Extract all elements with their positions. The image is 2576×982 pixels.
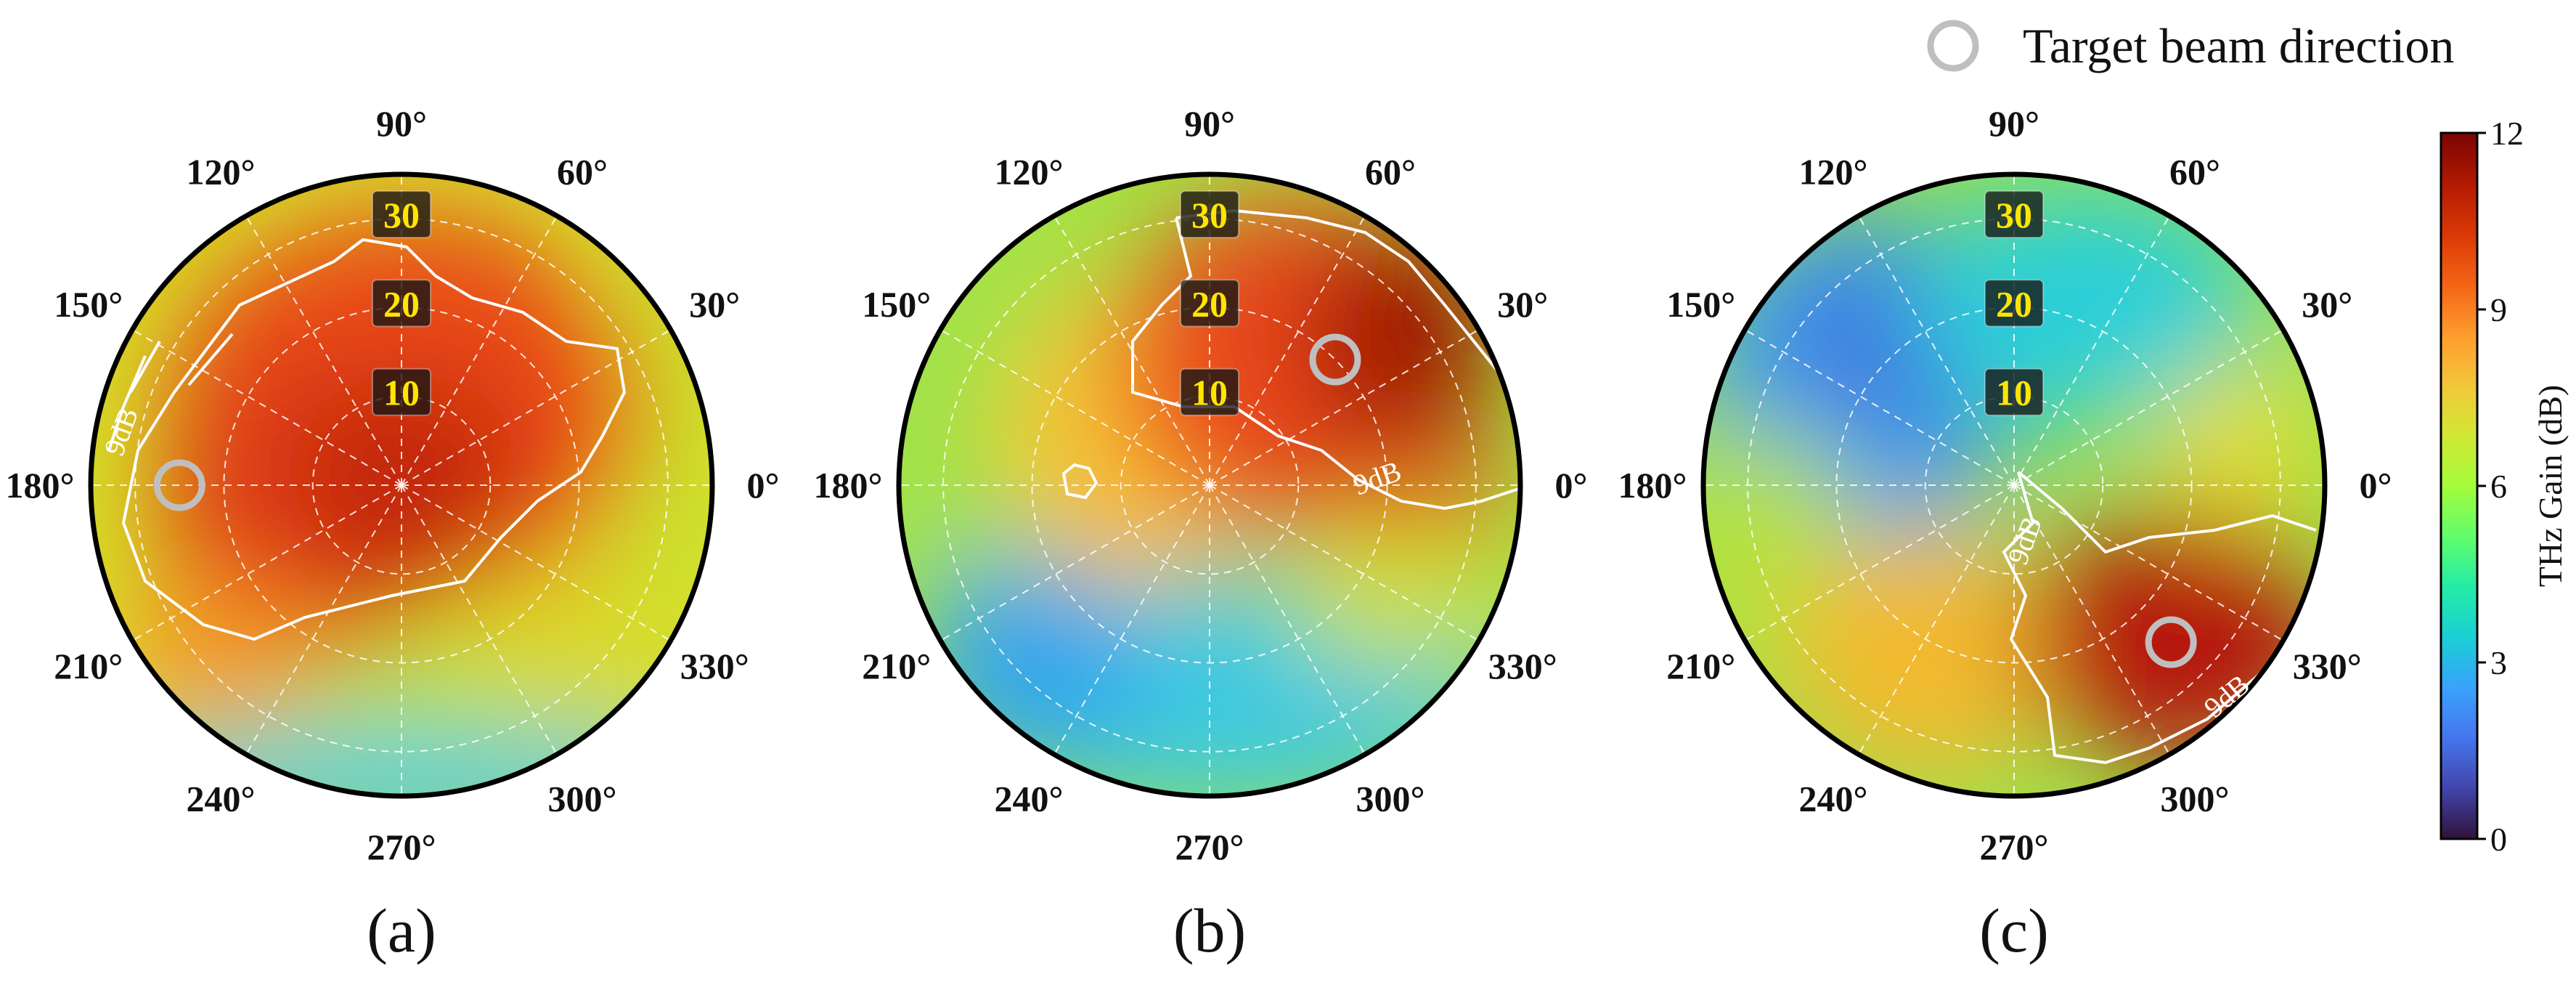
panel-c-theta-tick-0: 0° — [2360, 465, 2392, 506]
panel-a-theta-labels: 0° 30° 60° 90° 120° 150° 180° 210° 240° 270° 300° 3… — [6, 103, 780, 867]
panel-a-theta-tick-5: 150° — [54, 284, 123, 325]
panel-a-theta-tick-6: 180° — [6, 465, 75, 506]
colorbar-tick-3: 9 — [2490, 291, 2507, 328]
panel-b-label: (b) — [1173, 896, 1246, 965]
panel-b-radial-tick-1: 20 — [1191, 283, 1228, 324]
panel-c-radial-tick-1: 20 — [1996, 283, 2032, 324]
panel-b-radial-tick-box-2 — [1180, 190, 1239, 239]
panel-b-heat-field — [899, 196, 1510, 796]
legend: Target beam direction — [1927, 18, 2454, 73]
panel-b-radial-tick-0: 10 — [1191, 373, 1228, 413]
panel-c-theta-tick-4: 120° — [1799, 152, 1868, 192]
panel-b-theta-tick-11: 330° — [1488, 646, 1557, 686]
panel-c-radial-tick-0: 10 — [1996, 373, 2032, 413]
panel-a-theta-tick-10: 300° — [548, 778, 617, 819]
panel-c-label: (c) — [1979, 896, 2048, 965]
panel-b-theta-tick-5: 150° — [862, 284, 931, 325]
panel-a-theta-tick-8: 240° — [187, 778, 256, 819]
panel-c-radial-labels: 10 20 30 — [1984, 190, 2044, 416]
polar-heatmap-panel-a: 0° 30° 60° 90° 120° 150° 180° 210° 240° 270° 300° 3… — [6, 103, 780, 965]
panel-a-theta-tick-9: 270° — [367, 827, 436, 867]
panel-c-radial-tick-box-0 — [1984, 368, 2044, 416]
panel-c-theta-tick-11: 330° — [2293, 646, 2362, 686]
panel-b-outline — [896, 171, 1523, 799]
panel-b-radial-labels: 10 20 30 — [1180, 190, 1239, 416]
panel-b-theta-tick-7: 210° — [862, 646, 931, 686]
colorbar-tick-2: 6 — [2490, 468, 2507, 505]
panel-c-theta-tick-8: 240° — [1799, 778, 1868, 819]
panel-a-radial-tick-box-1 — [372, 279, 431, 328]
colorbar-tick-1: 3 — [2490, 644, 2507, 681]
panel-b-theta-tick-6: 180° — [814, 465, 883, 506]
panel-c-theta-tick-6: 180° — [1618, 465, 1687, 506]
panel-a-theta-tick-11: 330° — [680, 646, 749, 686]
panel-a-theta-tick-3: 90° — [376, 103, 427, 144]
panel-a-radial-tick-box-0 — [372, 368, 431, 416]
panel-a-theta-tick-4: 120° — [187, 152, 256, 192]
panel-a-radial-tick-box-2 — [372, 190, 431, 239]
colorbar: 0 3 6 9 12 THz Gain (dB) — [2440, 115, 2569, 858]
panel-a-radial-tick-1: 20 — [383, 283, 420, 324]
panel-c-theta-tick-2: 60° — [2169, 152, 2220, 192]
panel-a-theta-tick-2: 60° — [557, 152, 608, 192]
polar-heatmap-panel-c: 0° 30° 60° 90° 120° 150° 180° 210° 240° 270° 300° 3… — [1618, 103, 2392, 965]
panel-c-theta-tick-10: 300° — [2161, 778, 2230, 819]
panel-b-theta-tick-3: 90° — [1184, 103, 1235, 144]
panel-a-radial-tick-0: 10 — [383, 373, 420, 413]
panel-b-theta-labels: 0° 30° 60° 90° 120° 150° 180° 210° 240° 270° 300° 3… — [814, 103, 1588, 867]
colorbar-label: THz Gain (dB) — [2532, 385, 2569, 587]
panel-c-heat-field — [1703, 189, 2325, 777]
colorbar-tick-4: 12 — [2490, 115, 2524, 152]
panel-b-theta-tick-2: 60° — [1365, 152, 1416, 192]
panel-b-theta-tick-4: 120° — [995, 152, 1064, 192]
panel-b-radial-tick-box-1 — [1180, 279, 1239, 328]
panel-a-contour — [121, 238, 627, 641]
panel-c-target-beam-marker — [2145, 616, 2197, 668]
panel-b-theta-tick-9: 270° — [1175, 827, 1244, 867]
panel-a-radial-labels: 10 20 30 — [372, 190, 431, 416]
panel-c-theta-tick-1: 30° — [2302, 284, 2352, 325]
panel-c-theta-tick-5: 150° — [1666, 284, 1735, 325]
colorbar-tick-0: 0 — [2490, 821, 2507, 858]
panel-b-contour — [1131, 208, 1520, 511]
panel-c-radial-tick-box-2 — [1984, 190, 2044, 239]
panel-c-theta-tick-3: 90° — [1989, 103, 2039, 144]
panel-c-radial-tick-2: 30 — [1996, 195, 2032, 235]
panel-b-theta-tick-0: 0° — [1555, 465, 1588, 506]
colorbar-gradient — [2440, 131, 2479, 840]
panel-c-radial-tick-box-1 — [1984, 279, 2044, 328]
panel-b-theta-tick-8: 240° — [995, 778, 1064, 819]
panel-a-label: (a) — [367, 896, 436, 965]
panel-c-theta-tick-7: 210° — [1666, 646, 1735, 686]
panel-a-theta-tick-7: 210° — [54, 646, 123, 686]
legend-target-marker — [1927, 20, 1979, 72]
panel-b-target-beam-marker — [1309, 333, 1361, 386]
colorbar-ticks: 0 3 6 9 12 — [2477, 115, 2524, 858]
panel-a-theta-tick-0: 0° — [747, 465, 780, 506]
panel-c-theta-labels: 0° 30° 60° 90° 120° 150° 180° 210° 240° 270° 300° 3… — [1618, 103, 2392, 867]
panel-a-radial-tick-2: 30 — [383, 195, 420, 235]
panel-a-outline — [88, 171, 715, 799]
polar-heatmap-panel-b: 0° 30° 60° 90° 120° 150° 180° 210° 240° 270° 300° 3… — [814, 103, 1588, 965]
legend-label: Target beam direction — [2023, 18, 2454, 73]
panel-b-radial-tick-box-0 — [1180, 368, 1239, 416]
panel-b-radial-tick-2: 30 — [1191, 195, 1228, 235]
panel-a-theta-tick-1: 30° — [689, 284, 740, 325]
panel-b-theta-tick-1: 30° — [1497, 284, 1548, 325]
panel-c-theta-tick-9: 270° — [1980, 827, 2049, 867]
panel-b-theta-tick-10: 300° — [1356, 778, 1425, 819]
panel-a-target-beam-marker — [153, 459, 205, 511]
panel-c-outline — [1700, 171, 2328, 799]
